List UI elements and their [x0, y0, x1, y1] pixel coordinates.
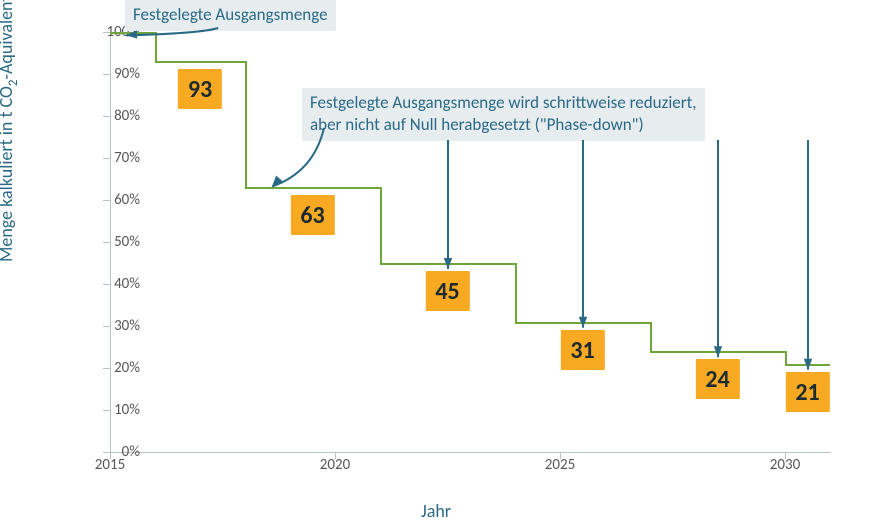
y-axis-title-pre: Menge kalkuliert in t CO	[0, 86, 17, 262]
step-vertical	[650, 322, 652, 351]
y-tick-label: 80%	[86, 107, 140, 125]
annotation-box: Festgelegte Ausgangsmenge wird schrittwe…	[302, 88, 705, 141]
arrow-icon	[788, 120, 828, 390]
arrow-icon	[698, 120, 738, 377]
y-tick-label: 60%	[86, 191, 140, 209]
arrow-icon	[428, 120, 468, 289]
y-axis-title-sub: 2	[6, 80, 21, 87]
y-axis-title: Menge kalkuliert in t CO2-Äquivalente	[0, 0, 21, 262]
step-vertical	[380, 187, 382, 263]
x-tick-label: 2025	[545, 456, 575, 474]
x-axis-title: Jahr	[421, 500, 451, 522]
y-tick-label: 10%	[86, 401, 140, 419]
step-vertical	[515, 263, 517, 322]
arrow-icon	[252, 108, 344, 207]
y-axis-title-post: -Äquivalente	[0, 0, 17, 80]
arrow-icon	[563, 120, 603, 348]
y-tick-label: 20%	[86, 359, 140, 377]
x-tick-label: 2015	[95, 456, 125, 474]
y-tick-label: 40%	[86, 275, 140, 293]
y-tick-label: 90%	[86, 65, 140, 83]
y-tick-label: 30%	[86, 317, 140, 335]
y-tick-label: 50%	[86, 233, 140, 251]
phase-down-chart: Menge kalkuliert in t CO2-Äquivalente Ja…	[0, 0, 872, 524]
arrow-icon	[106, 8, 238, 55]
step-horizontal	[155, 61, 245, 63]
x-tick-label: 2030	[770, 456, 800, 474]
step-vertical	[245, 61, 247, 187]
value-box: 93	[178, 69, 222, 109]
x-tick-label: 2020	[320, 456, 350, 474]
y-tick-label: 70%	[86, 149, 140, 167]
